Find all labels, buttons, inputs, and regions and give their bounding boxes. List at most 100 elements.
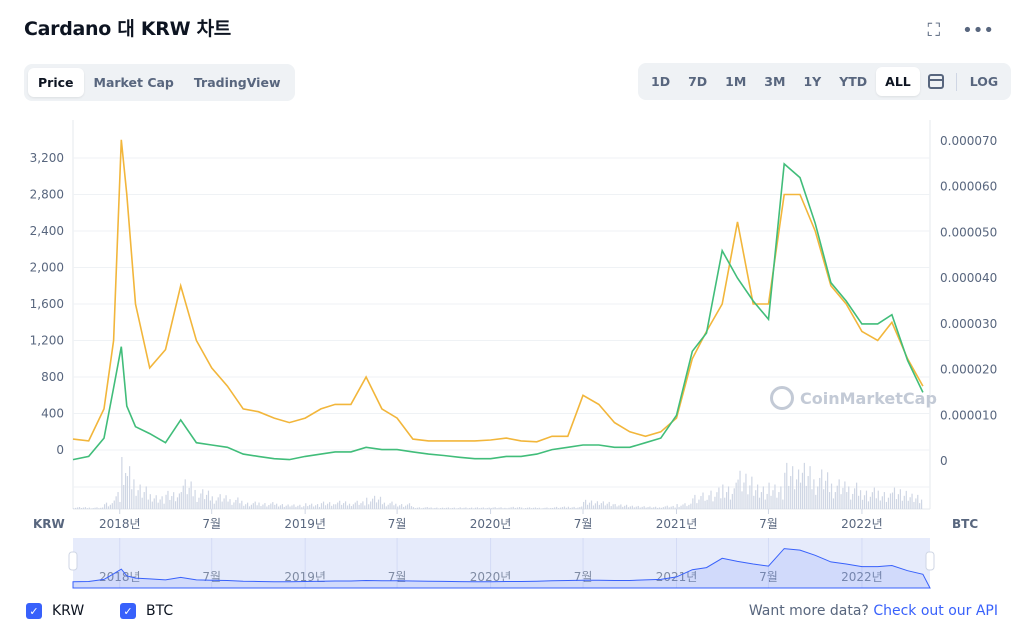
legend-btc[interactable]: ✓ BTC (120, 603, 173, 619)
x-tick-label: 2019년 (284, 517, 326, 531)
volume-bar (262, 504, 264, 509)
divider (955, 72, 957, 91)
volume-bar (465, 507, 467, 509)
volume-bar (155, 495, 157, 509)
volume-bar (745, 473, 747, 509)
navigator-window[interactable] (73, 538, 930, 588)
volume-bar (700, 496, 702, 509)
volume-bar (523, 508, 525, 509)
volume-bar (404, 505, 407, 509)
volume-bar (702, 492, 704, 509)
volume-bar (346, 505, 349, 509)
volume-bar (161, 496, 163, 509)
volume-bar (867, 501, 870, 509)
volume-bar (727, 486, 730, 509)
volume-bar (512, 506, 514, 509)
volume-bar (289, 506, 291, 509)
volume-bar (581, 506, 583, 509)
navigator-tick-label: 2019년 (284, 570, 326, 584)
volume-bar (774, 484, 776, 509)
volume-bar (546, 507, 548, 509)
volume-bar (196, 501, 198, 509)
volume-bar (422, 507, 424, 509)
volume-bar (258, 502, 260, 509)
volume-bar (381, 504, 384, 509)
legend-krw[interactable]: ✓ KRW (26, 603, 84, 619)
more-options-icon[interactable]: ••• (962, 20, 994, 41)
range-1d[interactable]: 1D (651, 74, 671, 89)
log-scale-toggle[interactable]: LOG (969, 74, 999, 89)
volume-bar (521, 507, 523, 509)
volume-bar (714, 496, 716, 509)
volume-bar (799, 482, 802, 509)
volume-bar (672, 505, 674, 509)
volume-bar (758, 497, 761, 509)
volume-bar (565, 507, 568, 509)
volume-bar (577, 507, 579, 509)
volume-bar (488, 507, 490, 509)
range-7d[interactable]: 7D (688, 74, 708, 89)
volume-bar (492, 507, 494, 509)
volume-bar (743, 482, 745, 509)
api-link[interactable]: Check out our API (873, 603, 998, 619)
volume-bar (219, 494, 221, 509)
volume-bar (698, 499, 700, 509)
volume-bar (329, 502, 331, 509)
volume-bar (198, 497, 200, 509)
range-ytd[interactable]: YTD (839, 74, 868, 89)
navigator-handle-left[interactable] (68, 551, 78, 571)
calendar-icon[interactable] (927, 74, 944, 89)
volume-bar (287, 504, 289, 509)
range-1y[interactable]: 1Y (803, 74, 822, 89)
volume-bar (718, 487, 720, 509)
volume-bar (276, 503, 278, 509)
y-right-tick-label: 0 (940, 454, 948, 468)
volume-bar (569, 507, 571, 509)
volume-bar (658, 507, 661, 509)
range-all[interactable]: ALL (876, 67, 920, 96)
range-1m[interactable]: 1M (725, 74, 747, 89)
tab-tradingview[interactable]: TradingView (193, 75, 281, 90)
volume-bar (494, 507, 496, 509)
volume-bar (358, 504, 360, 509)
volume-bar (141, 497, 143, 509)
volume-bar (348, 503, 351, 509)
volume-bar (412, 507, 415, 509)
volume-bar (573, 506, 575, 509)
volume-bar (600, 503, 602, 509)
volume-bar (215, 500, 217, 509)
volume-bar (530, 508, 533, 509)
navigator-handle-right[interactable] (925, 551, 935, 571)
volume-bar (397, 506, 399, 509)
volume-bar (552, 507, 554, 509)
volume-bar (532, 507, 535, 509)
volume-bar (124, 473, 127, 509)
tab-market-cap[interactable]: Market Cap (93, 75, 174, 90)
volume-bar (770, 495, 772, 509)
volume-bar (472, 508, 475, 509)
checkbox-krw-icon[interactable]: ✓ (26, 603, 42, 619)
fullscreen-icon[interactable]: ⛶ (927, 20, 941, 41)
volume-bar (668, 507, 670, 509)
volume-bar (92, 508, 94, 509)
y-right-tick-label: 0.000060 (940, 180, 997, 194)
tab-price[interactable]: Price (28, 68, 84, 97)
checkbox-btc-icon[interactable]: ✓ (120, 603, 136, 619)
volume-bar (139, 484, 141, 509)
y-left-tick-label: 800 (41, 370, 64, 384)
y-right-tick-label: 0.000020 (940, 363, 997, 377)
volume-bar (751, 476, 753, 509)
volume-bar (254, 501, 256, 509)
volume-bar (478, 508, 480, 509)
volume-bar (169, 499, 171, 509)
volume-bar (354, 502, 356, 509)
x-tick-label: 2022년 (841, 517, 883, 531)
volume-bar (666, 505, 668, 509)
range-3m[interactable]: 3M (764, 74, 786, 89)
volume-bar (863, 495, 866, 509)
volume-bar (131, 489, 133, 509)
volume-bar (516, 507, 519, 509)
volume-bar (428, 507, 430, 509)
